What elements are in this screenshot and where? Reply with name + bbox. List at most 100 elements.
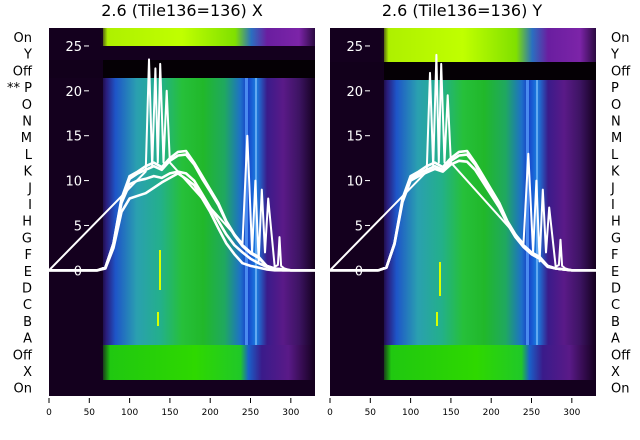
row-label: E [611,265,619,280]
y-tick-label: 15 [65,130,82,145]
x-tick-label: 250 [523,408,540,418]
x-tick-label: 200 [202,408,219,418]
y-tick-label: 5 [74,219,82,234]
row-label: Off [611,348,631,363]
curves-x [48,58,315,272]
x-tick-label: 300 [563,408,580,418]
heatmap-stripe-x-1 [245,78,248,345]
row-label: On [14,382,32,397]
row-label: B [611,315,620,330]
row-label: On [611,31,629,46]
row-label: A [611,332,620,347]
y-tick-label: 0 [74,264,82,279]
x-tick-label: 50 [365,408,377,418]
x-tick-label: 150 [442,408,459,418]
y-tick-label: 25 [65,40,82,55]
row-label: F [25,248,32,263]
row-label: X [23,365,32,380]
chart-title-x: 2.6 (Tile136=136) X [101,1,263,20]
heatmap-stripe-y-3 [439,262,441,296]
heatmap-stripe-x-3 [159,250,161,290]
heatmap-background-x [49,28,315,396]
x-tick-label: 100 [402,408,419,418]
row-label: I [611,198,615,213]
row-label: G [22,231,32,246]
heatmap-left-dark-y [330,28,384,396]
right-panel: 2.6 (Tile136=136) Y 0 5 10 15 20 25 0 50 100 150… [327,1,631,418]
row-label: C [611,298,620,313]
row-label: Y [610,48,619,63]
series-line-4 [329,53,596,272]
row-label: H [611,215,621,230]
x-tick-label: 200 [483,408,500,418]
row-label: M [611,131,622,146]
series-line-3 [49,170,315,272]
heatmap-band-y-x [49,46,315,60]
row-label: K [23,165,32,180]
y-axis-x: 0 5 10 15 20 25 [65,40,89,279]
heatmap-band-top-x [49,28,315,46]
heatmap-stripe-y-4 [436,312,438,326]
row-label: Y [23,48,32,63]
row-label: Off [13,64,33,79]
x-axis-x: 0 50 100 150 200 250 300 [46,398,300,418]
chart-title-y: 2.6 (Tile136=136) Y [382,1,543,20]
left-panel: 2.6 (Tile136=136) X 0 5 10 15 20 25 0 50 100 150… [7,1,315,418]
row-label: J [27,181,32,196]
row-label: G [611,231,621,246]
row-label: L [611,148,619,163]
row-label: E [24,265,32,280]
heatmap-band-on-x [49,380,315,396]
row-label: Off [13,348,33,363]
x-tick-label: 100 [121,408,138,418]
y-tick-label: 25 [346,40,363,55]
y-tick-label: 10 [346,175,363,190]
x-tick-label: 50 [84,408,96,418]
heatmap-band-off-y [330,62,596,80]
x-tick-label: 250 [242,408,259,418]
row-label: O [22,98,32,113]
heatmap-band-on-y [330,380,596,396]
row-label: B [23,315,32,330]
y-tick-label: 20 [346,85,363,100]
row-label: A [23,332,32,347]
y-tick-label: 10 [65,175,82,190]
x-axis-y: 0 50 100 150 200 250 300 [327,398,581,418]
row-label: ** P [7,81,32,96]
heatmap-left-dark-x [49,28,103,396]
row-label: L [25,148,33,163]
row-label: J [610,181,615,196]
y-tick-label: 20 [65,85,82,100]
y-tick-label: 15 [346,130,363,145]
row-label: C [23,298,32,313]
x-tick-label: 0 [46,408,52,418]
row-label: D [22,282,32,297]
row-label: D [611,282,621,297]
row-label: O [611,98,621,113]
row-label: I [28,198,32,213]
heatmap-background-y [330,28,596,396]
row-label: N [611,115,621,130]
row-label: N [22,115,32,130]
row-label: Off [611,64,631,79]
row-label: X [611,365,620,380]
heatmap-stripe-x-4 [157,312,159,326]
y-axis-y: 0 5 10 15 20 25 [346,40,370,279]
y-tick-label: 0 [355,264,363,279]
series-line-4 [49,172,315,272]
series-line-5 [48,58,315,272]
row-label: P [611,81,619,96]
heatmap-stripe-y-1 [526,80,529,345]
row-label: H [22,215,32,230]
x-tick-label: 150 [161,408,178,418]
row-label: F [611,248,618,263]
curves-y [329,53,596,272]
row-label: On [14,31,32,46]
heatmap-band-off-x [49,60,315,78]
row-label: On [611,382,629,397]
x-tick-label: 300 [282,408,299,418]
x-tick-label: 0 [327,408,333,418]
